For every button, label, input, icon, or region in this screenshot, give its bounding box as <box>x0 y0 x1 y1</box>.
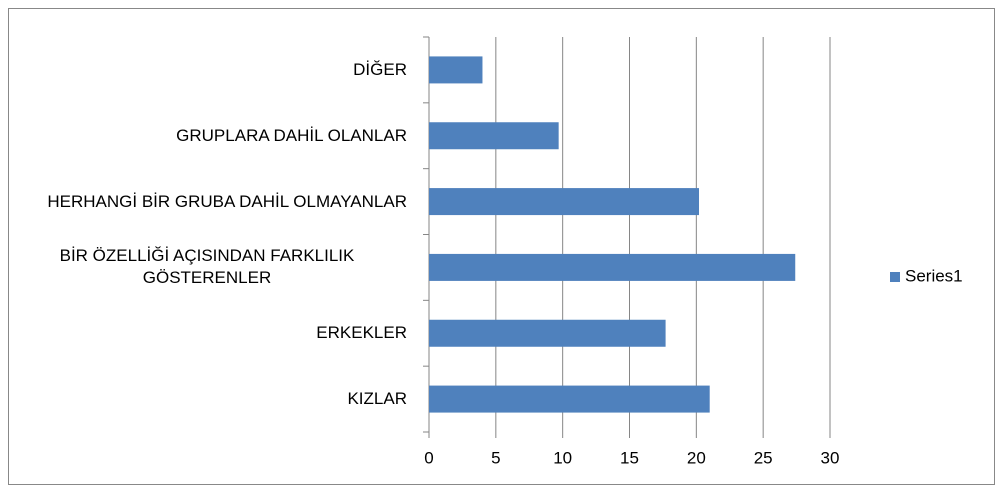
bar <box>429 319 666 347</box>
y-tick-label: KIZLAR <box>347 389 407 409</box>
x-tick-label: 30 <box>821 448 840 467</box>
bar <box>429 122 559 150</box>
chart-border <box>8 8 995 485</box>
x-tick-label: 5 <box>491 448 500 467</box>
legend-swatch <box>890 272 900 282</box>
x-tick-label: 0 <box>424 448 433 467</box>
legend-label: Series1 <box>905 266 963 285</box>
y-tick-label: DİĞER <box>353 59 407 79</box>
y-tick-label: GRUPLARA DAHİL OLANLAR <box>176 125 407 145</box>
x-tick-label: 10 <box>553 448 572 467</box>
bar <box>429 385 710 413</box>
y-tick-label: BİR ÖZELLİĞİ AÇISINDAN FARKLILIK GÖSTERE… <box>59 246 355 288</box>
bar <box>429 253 796 281</box>
y-tick-label: ERKEKLER <box>316 323 407 343</box>
x-tick-label: 15 <box>620 448 639 467</box>
bar <box>429 56 483 84</box>
x-tick-label: 25 <box>754 448 773 467</box>
x-tick-label: 20 <box>687 448 706 467</box>
y-tick-label: HERHANGİ BİR GRUBA DAHİL OLMAYANLAR <box>47 191 407 211</box>
bar <box>429 188 700 216</box>
